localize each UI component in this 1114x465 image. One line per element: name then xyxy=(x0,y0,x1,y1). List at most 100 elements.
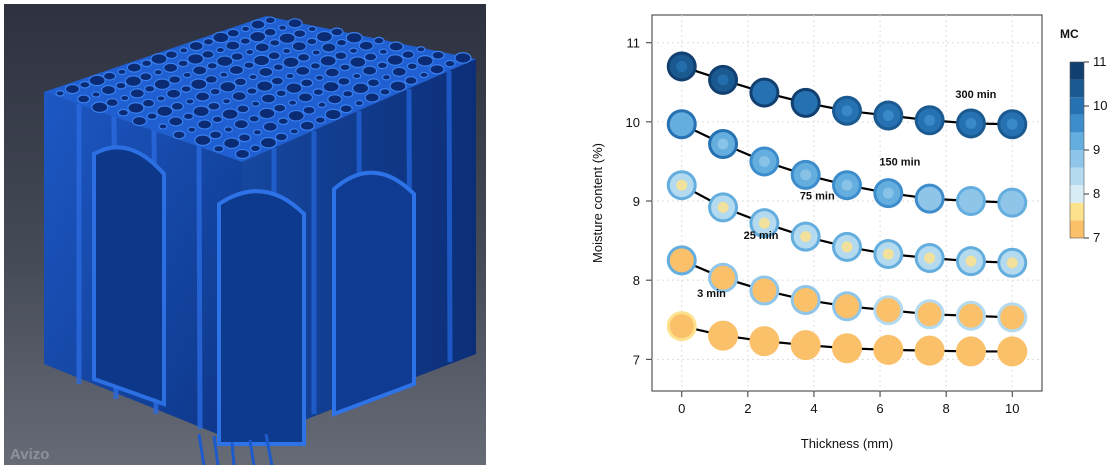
point-core xyxy=(758,87,770,99)
point-core xyxy=(1006,345,1018,357)
cell-lumen xyxy=(219,71,229,78)
point-core xyxy=(676,60,688,72)
cell-lumen xyxy=(431,50,445,60)
cell-lumen xyxy=(285,72,295,80)
cell-lumen xyxy=(236,104,250,114)
cell-lumen xyxy=(345,31,363,44)
block-top-face xyxy=(44,16,476,162)
data-point xyxy=(790,159,821,190)
x-tick-label: 6 xyxy=(876,401,883,416)
cell-lumen xyxy=(172,130,186,140)
cell-lumen xyxy=(252,54,271,67)
avizo-watermark: Avizo xyxy=(10,446,50,463)
data-point xyxy=(666,245,697,276)
data-point xyxy=(832,231,862,262)
cell-lumen xyxy=(307,25,317,33)
cell-lumen xyxy=(363,52,378,62)
point-core xyxy=(717,74,729,86)
y-tick-label: 9 xyxy=(633,194,640,209)
point-core xyxy=(758,284,770,296)
cell-lumen xyxy=(168,75,182,85)
cell-lumen xyxy=(117,108,129,117)
cell-lumen xyxy=(91,91,101,98)
cell-lumen xyxy=(240,25,251,33)
data-point xyxy=(708,320,739,351)
cell-lumen xyxy=(269,38,281,47)
series-annotation: 3 min xyxy=(697,288,726,300)
point-core xyxy=(1006,197,1018,209)
cell-lumen xyxy=(124,75,142,87)
colorbar-segment xyxy=(1070,79,1084,98)
cell-lumen xyxy=(327,94,343,105)
point-core xyxy=(1006,311,1018,323)
cell-lumen xyxy=(416,54,434,67)
point-core xyxy=(717,330,729,342)
cell-lumen xyxy=(278,32,296,45)
cell-lumen xyxy=(168,116,184,127)
cell-lumen xyxy=(215,46,226,54)
data-point xyxy=(997,247,1028,278)
cell-lumen xyxy=(237,133,252,143)
cell-lumen xyxy=(246,87,258,95)
cell-lumen xyxy=(115,81,127,90)
cell-lumen xyxy=(401,50,415,60)
data-point xyxy=(790,330,821,361)
cell-lumen xyxy=(252,129,263,136)
point-core xyxy=(717,138,729,150)
data-point xyxy=(955,246,986,277)
cell-lumen xyxy=(170,101,184,111)
cell-lumen xyxy=(373,36,385,45)
cell-lumen xyxy=(287,109,305,122)
colorbar-legend: MC 7 8 9 10 11 xyxy=(1060,27,1107,245)
point-core xyxy=(841,179,853,191)
data-point xyxy=(666,51,697,82)
cell-lumen xyxy=(362,65,378,76)
data-point xyxy=(790,87,821,118)
colorbar-segment xyxy=(1070,97,1084,115)
cell-lumen xyxy=(315,30,334,43)
point-core xyxy=(882,248,894,260)
data-point xyxy=(955,186,986,217)
point-core xyxy=(924,345,936,357)
series-points xyxy=(666,51,1028,367)
point-core xyxy=(841,105,853,117)
cell-lumen xyxy=(335,38,348,47)
cell-lumen xyxy=(337,76,351,86)
cell-lumen xyxy=(376,61,389,70)
cell-lumen xyxy=(282,56,300,69)
colorbar-segment xyxy=(1070,150,1084,168)
cell-lumen xyxy=(277,117,289,126)
cell-lumen xyxy=(454,52,472,64)
data-point xyxy=(708,192,739,223)
cell-lumen xyxy=(234,148,251,160)
cell-lumen xyxy=(194,134,212,147)
cell-lumen xyxy=(293,29,307,39)
data-point xyxy=(914,105,945,136)
cell-lumen xyxy=(289,128,299,135)
cell-lumen xyxy=(321,42,337,53)
cell-lumen xyxy=(226,28,240,38)
cell-lumen xyxy=(248,114,260,123)
cell-lumen xyxy=(156,95,166,102)
cell-lumen xyxy=(366,78,381,88)
cell-lumen xyxy=(249,144,262,153)
colorbar-segment xyxy=(1070,185,1084,203)
data-point xyxy=(955,336,986,367)
point-core xyxy=(800,97,812,109)
cell-lumen xyxy=(381,74,392,81)
cell-lumen xyxy=(263,27,277,37)
series-annotation: 25 min xyxy=(744,230,779,242)
cell-lumen xyxy=(258,66,274,78)
cell-lumen xyxy=(348,47,359,54)
point-core xyxy=(676,320,688,332)
cell-lumen xyxy=(150,53,168,65)
cell-lumen xyxy=(182,112,195,121)
colorbar-tick-label: 9 xyxy=(1093,142,1100,157)
cell-lumen xyxy=(221,108,239,120)
data-point xyxy=(749,77,780,108)
cell-lumen xyxy=(419,71,429,79)
data-point xyxy=(708,129,739,160)
x-tick-label: 8 xyxy=(943,401,950,416)
cell-lumen xyxy=(272,63,284,72)
colorbar-segment xyxy=(1070,62,1084,80)
